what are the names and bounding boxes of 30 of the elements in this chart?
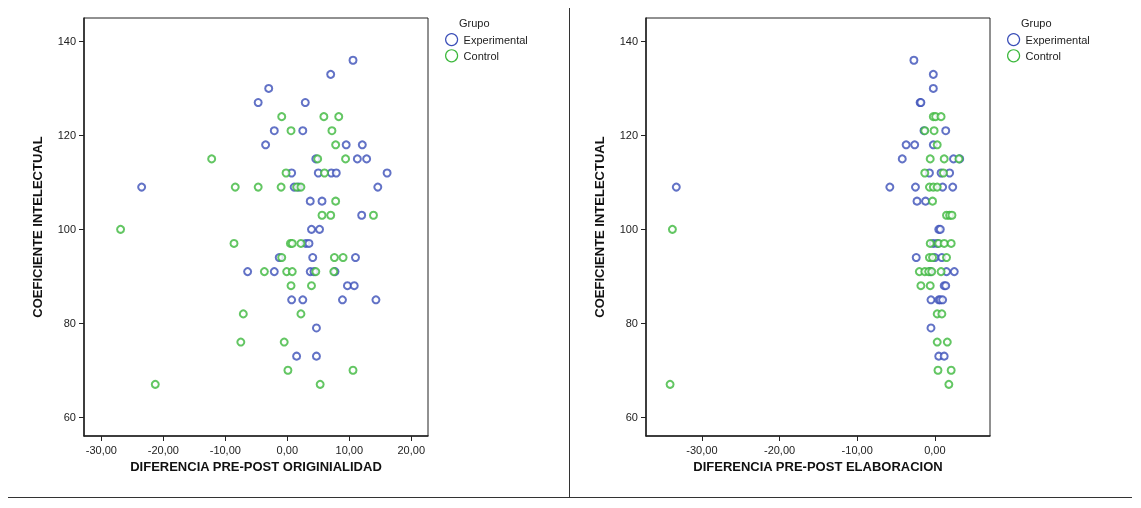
legend-label: Control [1025, 49, 1062, 62]
x-axis-title: DIFERENCIA PRE-POST ORIGINIALIDAD [130, 459, 382, 474]
y-tick-label: 140 [619, 35, 638, 48]
x-tick-label: 0,00 [924, 443, 946, 456]
y-tick-label: 120 [57, 129, 76, 142]
legend-label: Experimental [1025, 33, 1090, 46]
y-tick-label: 100 [57, 223, 76, 236]
legend-label: Control [463, 49, 500, 62]
y-axis-title: COEFICIENTE INTELECTUAL [30, 136, 45, 318]
legend-title: Grupo [1021, 16, 1052, 29]
legend-label: Experimental [463, 33, 528, 46]
x-axis-title: DIFERENCIA PRE-POST ELABORACION [693, 459, 943, 474]
x-tick-label: -10,00 [209, 443, 241, 456]
y-tick-label: 80 [63, 317, 76, 330]
y-tick-label: 60 [63, 411, 76, 424]
legend-title: Grupo [459, 16, 490, 29]
x-tick-label: -20,00 [147, 443, 179, 456]
x-tick-label: -20,00 [763, 443, 796, 456]
x-tick-label: -30,00 [85, 443, 117, 456]
y-tick-label: 140 [57, 35, 76, 48]
x-tick-label: -30,00 [686, 443, 718, 456]
x-tick-label: -10,00 [841, 443, 873, 456]
x-tick-label: 20,00 [397, 443, 426, 456]
y-tick-label: 120 [619, 129, 638, 142]
y-axis-title: COEFICIENTE INTELECTUAL [592, 136, 607, 318]
y-tick-label: 60 [625, 411, 638, 424]
x-tick-label: 0,00 [276, 443, 299, 456]
x-tick-label: 10,00 [335, 443, 364, 456]
y-tick-label: 80 [625, 317, 638, 330]
y-tick-label: 100 [619, 223, 638, 236]
